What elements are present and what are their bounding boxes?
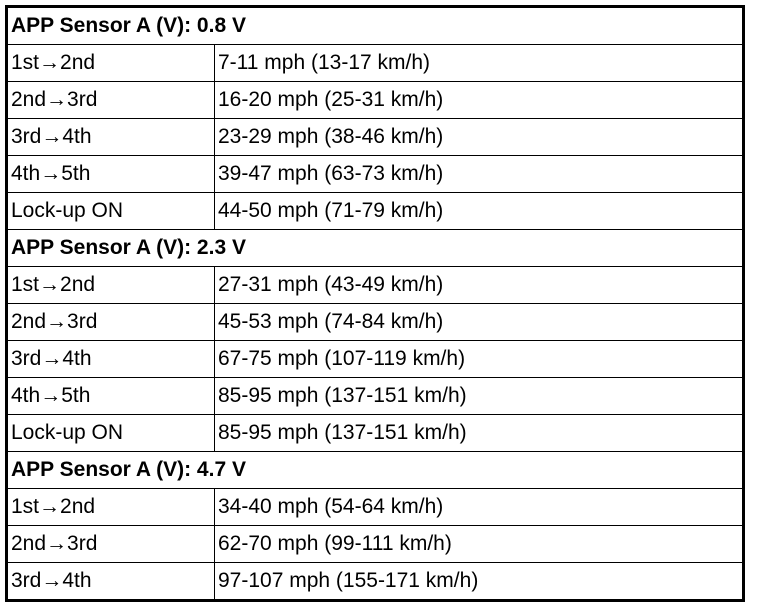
table-body: APP Sensor A (V): 0.8 V 1st→2nd 7-11 mph (…	[6, 6, 744, 601]
shift-cell: 2nd→3rd	[6, 525, 215, 563]
section-header-row: APP Sensor A (V): 0.8 V	[6, 6, 744, 45]
section-header-row: APP Sensor A (V): 4.7 V	[6, 451, 744, 489]
shift-cell: 1st→2nd	[6, 44, 215, 82]
shift-cell: 4th→5th	[6, 377, 215, 415]
data-row: 2nd→3rd 16-20 mph (25-31 km/h)	[6, 81, 744, 119]
data-row: Lock-up ON 44-50 mph (71-79 km/h)	[6, 192, 744, 230]
speed-cell: 85-95 mph (137-151 km/h)	[214, 414, 744, 452]
data-row: 1st→2nd 27-31 mph (43-49 km/h)	[6, 266, 744, 304]
data-row: 2nd→3rd 45-53 mph (74-84 km/h)	[6, 303, 744, 341]
speed-cell: 23-29 mph (38-46 km/h)	[214, 118, 744, 156]
shift-table: APP Sensor A (V): 0.8 V 1st→2nd 7-11 mph (…	[5, 5, 745, 602]
data-row: 3rd→4th 67-75 mph (107-119 km/h)	[6, 340, 744, 378]
shift-cell: 1st→2nd	[6, 488, 215, 526]
shift-cell: 1st→2nd	[6, 266, 215, 304]
speed-cell: 67-75 mph (107-119 km/h)	[214, 340, 744, 378]
shift-cell: 2nd→3rd	[6, 81, 215, 119]
shift-cell: Lock-up ON	[6, 414, 215, 452]
shift-cell: 4th→5th	[6, 155, 215, 193]
data-row: 4th→5th 39-47 mph (63-73 km/h)	[6, 155, 744, 193]
shift-cell: Lock-up ON	[6, 192, 215, 230]
data-row: 1st→2nd 34-40 mph (54-64 km/h)	[6, 488, 744, 526]
speed-cell: 7-11 mph (13-17 km/h)	[214, 44, 744, 82]
data-row: 4th→5th 85-95 mph (137-151 km/h)	[6, 377, 744, 415]
data-row: 1st→2nd 7-11 mph (13-17 km/h)	[6, 44, 744, 82]
data-row: 3rd→4th 23-29 mph (38-46 km/h)	[6, 118, 744, 156]
shift-cell: 3rd→4th	[6, 340, 215, 378]
speed-cell: 34-40 mph (54-64 km/h)	[214, 488, 744, 526]
speed-cell: 62-70 mph (99-111 km/h)	[214, 525, 744, 563]
shift-cell: 2nd→3rd	[6, 303, 215, 341]
speed-cell: 97-107 mph (155-171 km/h)	[214, 562, 744, 601]
shift-cell: 3rd→4th	[6, 562, 215, 601]
speed-cell: 27-31 mph (43-49 km/h)	[214, 266, 744, 304]
section-header: APP Sensor A (V): 2.3 V	[6, 229, 744, 267]
data-row: Lock-up ON 85-95 mph (137-151 km/h)	[6, 414, 744, 452]
section-header: APP Sensor A (V): 4.7 V	[6, 451, 744, 489]
speed-cell: 45-53 mph (74-84 km/h)	[214, 303, 744, 341]
speed-cell: 39-47 mph (63-73 km/h)	[214, 155, 744, 193]
section-header-row: APP Sensor A (V): 2.3 V	[6, 229, 744, 267]
data-row: 2nd→3rd 62-70 mph (99-111 km/h)	[6, 525, 744, 563]
shift-cell: 3rd→4th	[6, 118, 215, 156]
speed-cell: 44-50 mph (71-79 km/h)	[214, 192, 744, 230]
data-row: 3rd→4th 97-107 mph (155-171 km/h)	[6, 562, 744, 601]
speed-cell: 16-20 mph (25-31 km/h)	[214, 81, 744, 119]
speed-cell: 85-95 mph (137-151 km/h)	[214, 377, 744, 415]
section-header: APP Sensor A (V): 0.8 V	[6, 6, 744, 45]
